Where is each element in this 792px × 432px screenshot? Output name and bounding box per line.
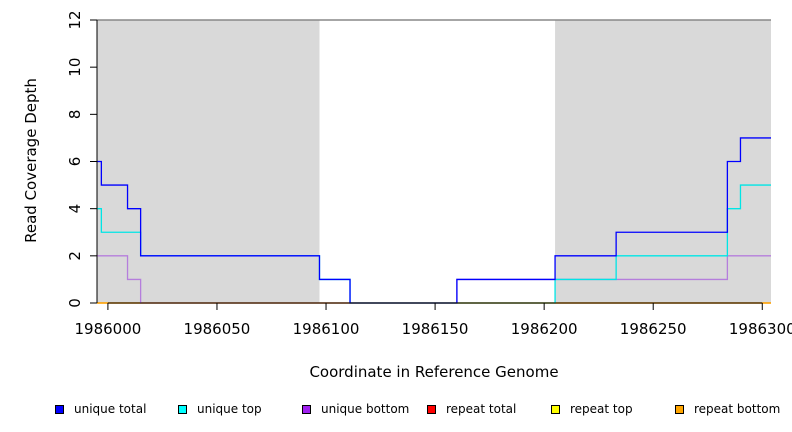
x-tick-label: 1986250	[620, 320, 687, 338]
legend-item-unique-total: unique total	[55, 400, 146, 418]
y-tick-label: 2	[66, 251, 84, 261]
legend-swatch	[302, 404, 311, 414]
shaded-region-1	[97, 20, 320, 303]
legend-swatch	[675, 404, 684, 414]
x-axis: 1986000 1986050 1986100 1986150 1986200 19862…	[74, 302, 792, 338]
y-tick-label: 10	[66, 58, 84, 77]
legend-label: repeat top	[570, 402, 633, 416]
legend-label: repeat total	[446, 402, 517, 416]
legend-item-repeat-top: repeat top	[551, 400, 633, 418]
y-axis-title: Read Coverage Depth	[22, 78, 40, 243]
y-axis: 0 2 4 6 8 10 12	[66, 10, 98, 308]
legend-swatch	[427, 404, 436, 414]
y-tick-label: 6	[66, 157, 84, 167]
legend-label: repeat bottom	[694, 402, 781, 416]
legend-item-repeat-total: repeat total	[427, 400, 516, 418]
legend-swatch	[178, 404, 187, 414]
shaded-regions	[97, 20, 771, 303]
legend-label: unique total	[74, 402, 147, 416]
legend-label: unique top	[197, 402, 262, 416]
x-tick-label: 1986000	[74, 320, 141, 338]
legend: unique total unique top unique bottom repea…	[0, 400, 792, 420]
y-tick-label: 4	[66, 204, 84, 214]
x-tick-label: 1986200	[511, 320, 578, 338]
x-axis-title: Coordinate in Reference Genome	[309, 363, 558, 381]
x-tick-label: 1986300	[729, 320, 792, 338]
legend-item-repeat-bottom: repeat bottom	[675, 400, 780, 418]
legend-swatch	[55, 404, 64, 414]
x-tick-label: 1986100	[293, 320, 360, 338]
legend-label: unique bottom	[321, 402, 410, 416]
y-tick-label: 8	[66, 110, 84, 120]
y-tick-label: 0	[66, 298, 84, 308]
legend-item-unique-bottom: unique bottom	[302, 400, 409, 418]
x-tick-label: 1986150	[402, 320, 469, 338]
y-tick-label: 12	[66, 10, 84, 29]
legend-item-unique-top: unique top	[178, 400, 262, 418]
x-tick-label: 1986050	[184, 320, 251, 338]
legend-swatch	[551, 404, 560, 414]
